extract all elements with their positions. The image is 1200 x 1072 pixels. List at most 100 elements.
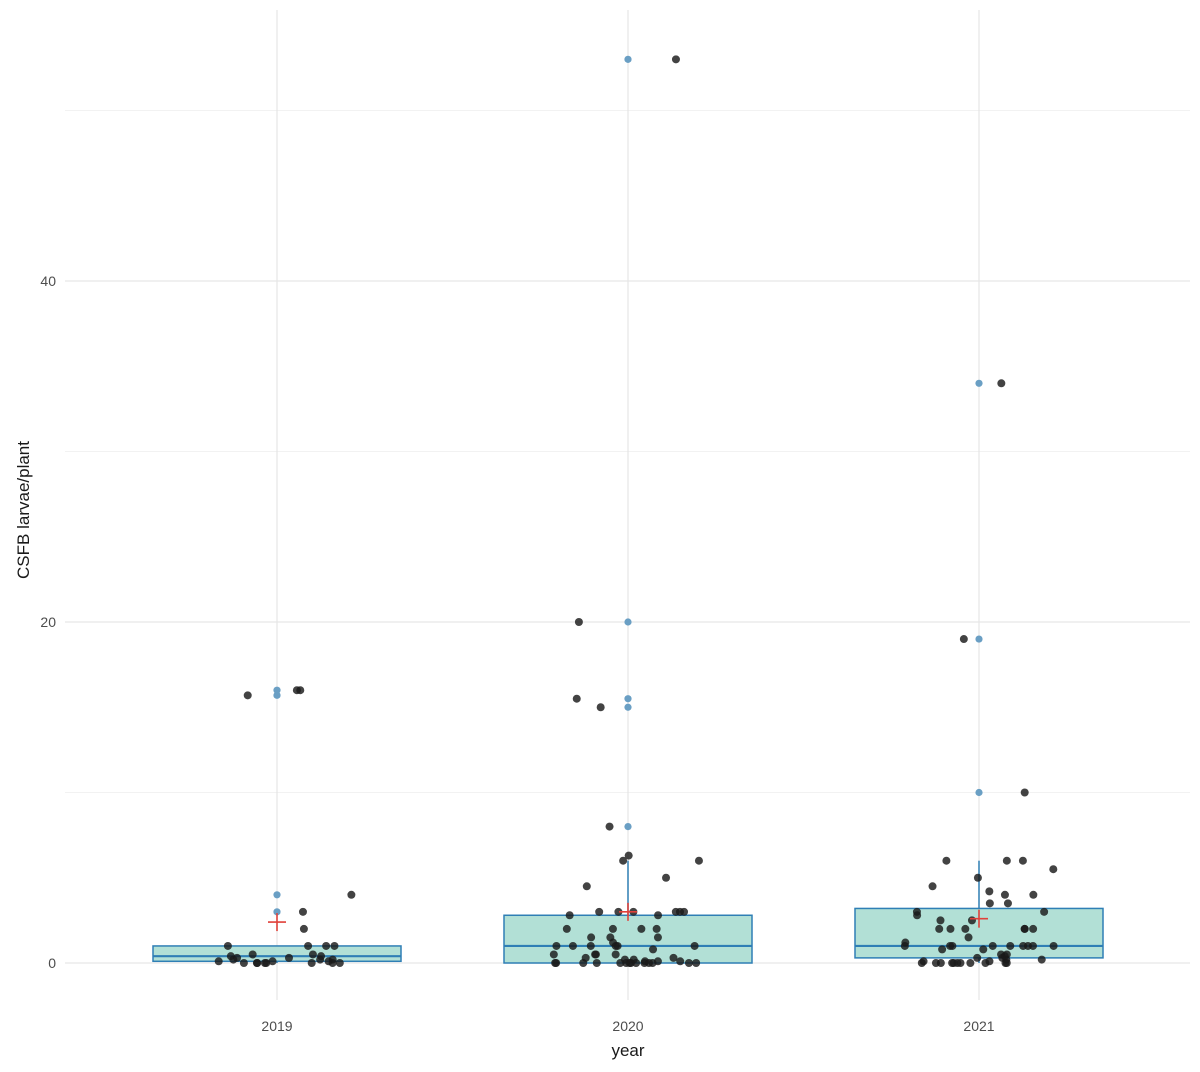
y-tick-label: 40 <box>40 273 56 289</box>
data-point <box>1002 959 1011 967</box>
data-point <box>624 851 633 860</box>
data-point <box>616 959 625 967</box>
data-point <box>582 882 591 891</box>
data-point <box>248 950 257 959</box>
data-point <box>959 635 968 644</box>
data-point <box>935 924 944 933</box>
x-tick-label: 2019 <box>261 1018 292 1034</box>
data-point <box>653 933 662 942</box>
data-point <box>644 959 653 967</box>
data-point <box>649 945 658 954</box>
data-point <box>619 856 628 865</box>
data-point <box>985 899 994 908</box>
data-point <box>572 694 581 703</box>
outlier-point <box>273 891 281 899</box>
data-point <box>967 916 976 925</box>
box-layer <box>152 860 1104 964</box>
data-point <box>587 933 596 942</box>
data-point <box>284 953 293 962</box>
data-point <box>1006 941 1015 950</box>
box-2019 <box>152 945 402 963</box>
data-point <box>214 957 223 966</box>
data-point <box>592 959 601 967</box>
data-point <box>614 907 623 916</box>
data-point <box>330 941 339 950</box>
data-point <box>662 873 671 882</box>
data-point <box>938 945 947 954</box>
data-point <box>964 933 973 942</box>
jitter-points-layer <box>214 55 1058 967</box>
data-point <box>229 955 238 964</box>
data-point <box>1049 941 1058 950</box>
outlier-layer <box>273 55 983 916</box>
data-point <box>304 941 313 950</box>
y-tick-label: 0 <box>48 955 56 971</box>
data-point <box>1020 924 1029 933</box>
data-point <box>579 959 588 967</box>
data-point <box>684 959 693 967</box>
data-point <box>262 959 271 967</box>
data-point <box>223 941 232 950</box>
data-point <box>692 959 701 967</box>
data-point <box>928 882 937 891</box>
outlier-point <box>975 788 983 797</box>
grid-lines <box>65 10 1190 1000</box>
data-point <box>1002 856 1011 865</box>
outlier-point <box>975 379 983 387</box>
mean-markers-layer <box>268 902 988 932</box>
data-point <box>299 924 308 933</box>
data-point <box>676 957 685 966</box>
data-point <box>973 873 982 882</box>
data-point <box>690 941 699 950</box>
data-point <box>652 924 661 933</box>
data-point <box>961 924 970 933</box>
data-point <box>328 959 337 967</box>
data-point <box>565 911 574 920</box>
y-axis-ticks: 0 20 40 <box>40 273 56 971</box>
data-point <box>574 618 583 626</box>
box-2020 <box>503 914 753 964</box>
data-point <box>613 941 622 950</box>
data-point <box>675 907 684 916</box>
data-point <box>347 890 356 899</box>
data-point <box>1028 941 1037 950</box>
data-point <box>1029 890 1038 899</box>
outlier-point <box>273 908 281 916</box>
data-point <box>936 959 945 967</box>
outlier-point <box>624 695 632 703</box>
data-point <box>946 924 955 933</box>
data-point <box>595 907 604 916</box>
data-point <box>568 941 577 950</box>
y-tick-label: 20 <box>40 614 56 630</box>
data-point <box>308 950 317 959</box>
data-point <box>605 822 614 831</box>
data-point <box>1049 865 1058 874</box>
data-point <box>936 916 945 925</box>
data-point <box>1019 941 1028 950</box>
data-point <box>268 957 277 966</box>
data-point <box>973 953 982 962</box>
data-point <box>988 941 997 950</box>
data-point <box>981 959 990 967</box>
data-point <box>608 924 617 933</box>
outlier-point <box>273 691 281 699</box>
data-point <box>1020 788 1029 797</box>
data-point <box>586 941 595 950</box>
data-point <box>694 856 703 865</box>
x-tick-label: 2020 <box>612 1018 643 1034</box>
data-point <box>669 953 678 962</box>
data-point <box>298 907 307 916</box>
data-point <box>966 959 975 967</box>
data-point <box>671 55 680 64</box>
data-point <box>253 959 262 967</box>
data-point <box>316 955 325 964</box>
data-point <box>552 941 561 950</box>
data-point <box>956 959 965 967</box>
outlier-point <box>624 55 632 63</box>
outlier-point <box>624 823 632 831</box>
data-point <box>307 959 316 967</box>
data-point <box>946 941 955 950</box>
outlier-point <box>624 703 632 711</box>
data-point <box>239 959 248 967</box>
